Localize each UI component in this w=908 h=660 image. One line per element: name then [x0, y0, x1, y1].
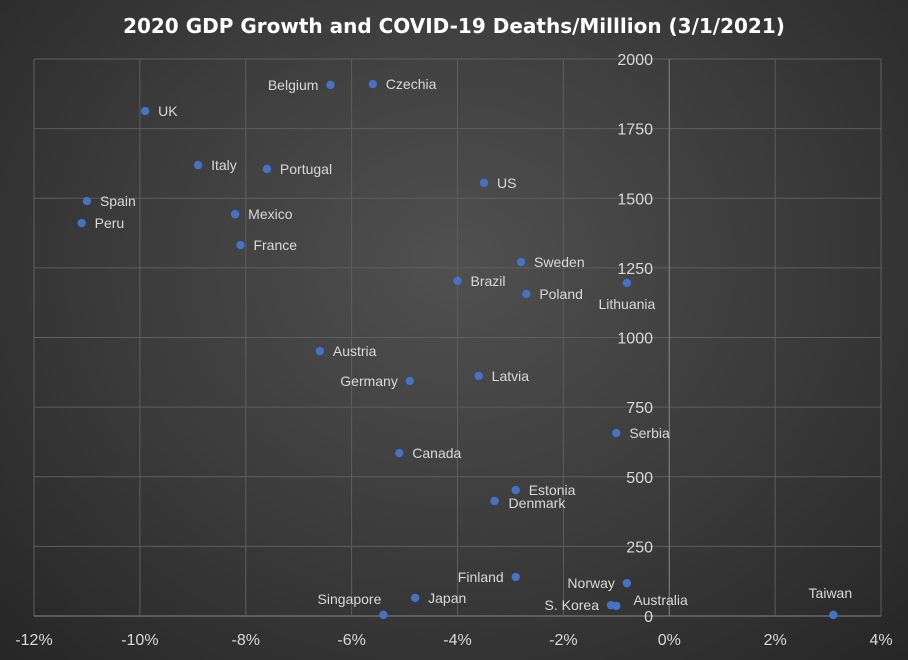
- data-point: [622, 278, 632, 288]
- data-label: Sweden: [534, 254, 585, 270]
- data-point: [77, 218, 86, 228]
- data-label: Peru: [95, 215, 125, 231]
- y-tick-label: 1750: [617, 122, 653, 139]
- data-point: [522, 289, 531, 299]
- x-tick-label: -6%: [337, 632, 365, 649]
- data-point: [829, 610, 838, 620]
- data-label: France: [253, 237, 297, 253]
- x-tick-label: -8%: [232, 632, 260, 649]
- data-point: [379, 610, 388, 620]
- y-tick-label: 1250: [617, 261, 653, 278]
- y-tick-label: 1000: [617, 331, 653, 348]
- data-label: Spain: [100, 193, 136, 209]
- data-point: [315, 346, 325, 356]
- data-point: [193, 160, 203, 170]
- data-label: Australia: [633, 592, 688, 608]
- data-point: [511, 485, 520, 495]
- data-label: Austria: [333, 343, 377, 359]
- data-point: [453, 276, 462, 286]
- chart-title: 2020 GDP Growth and COVID-19 Deaths/Mill…: [123, 14, 785, 38]
- data-label: Norway: [567, 575, 614, 591]
- x-tick-label: -10%: [121, 632, 158, 649]
- data-point: [622, 578, 632, 588]
- data-point: [326, 80, 335, 90]
- data-label: Japan: [428, 590, 466, 606]
- data-point: [395, 448, 404, 458]
- data-label: UK: [158, 103, 178, 119]
- data-label: Germany: [340, 373, 398, 389]
- data-label: Canada: [412, 445, 461, 461]
- x-tick-label: -2%: [549, 632, 577, 649]
- x-tick-label: 0%: [658, 632, 681, 649]
- data-label: US: [497, 175, 516, 191]
- data-label: Latvia: [492, 368, 530, 384]
- y-tick-label: 2000: [617, 52, 653, 69]
- y-tick-label: 250: [626, 539, 653, 556]
- data-label: Finland: [458, 569, 504, 585]
- data-point: [236, 240, 245, 250]
- data-point: [516, 257, 526, 267]
- data-label: Belgium: [268, 77, 319, 93]
- data-label: Lithuania: [598, 296, 655, 312]
- data-label: Czechia: [386, 76, 437, 92]
- y-tick-label: 0: [644, 609, 653, 626]
- data-point: [405, 376, 415, 386]
- data-label: Taiwan: [809, 585, 853, 601]
- data-label: Poland: [539, 286, 583, 302]
- x-tick-label: -12%: [15, 632, 52, 649]
- data-point: [410, 593, 420, 603]
- data-label: Estonia: [529, 482, 576, 498]
- data-point: [140, 106, 150, 116]
- data-label: Denmark: [509, 495, 567, 511]
- x-tick-label: 2%: [764, 632, 787, 649]
- data-label: Brazil: [471, 273, 506, 289]
- data-label: Italy: [211, 157, 237, 173]
- data-point: [474, 371, 483, 381]
- data-point: [479, 178, 489, 188]
- data-point: [82, 196, 92, 206]
- data-point: [612, 428, 621, 438]
- data-label: S. Korea: [545, 597, 600, 613]
- data-point: [262, 164, 272, 174]
- data-point: [490, 496, 499, 506]
- data-point: [612, 601, 621, 611]
- y-tick-label: 500: [626, 470, 653, 487]
- data-label: Mexico: [248, 206, 293, 222]
- y-tick-label: 1500: [617, 191, 653, 208]
- data-point: [230, 209, 240, 219]
- x-tick-label: 4%: [869, 632, 892, 649]
- data-point: [368, 79, 377, 89]
- y-tick-label: 750: [626, 400, 653, 417]
- data-label: Singapore: [318, 591, 382, 607]
- x-tick-label: -4%: [443, 632, 471, 649]
- data-point: [511, 572, 520, 582]
- data-label: Portugal: [280, 161, 332, 177]
- data-label: Serbia: [629, 425, 670, 441]
